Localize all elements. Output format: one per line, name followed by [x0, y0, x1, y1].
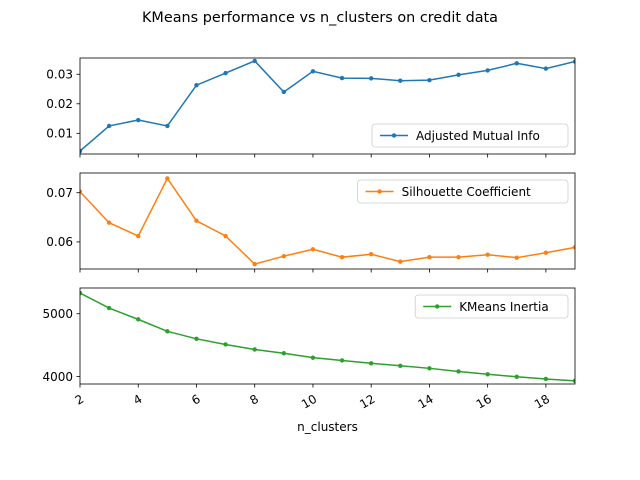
data-point: [252, 58, 257, 64]
data-point: [427, 366, 432, 371]
legend-label: Silhouette Coefficient: [402, 185, 531, 199]
series-line-3: [80, 292, 575, 382]
data-point: [339, 358, 345, 363]
data-point: [106, 123, 112, 129]
data-point: [427, 77, 432, 83]
data-point: [456, 72, 461, 78]
y-tick-label: 0.03: [46, 68, 73, 82]
legend-box: [414, 294, 569, 319]
data-point: [136, 233, 141, 239]
data-point: [106, 220, 112, 225]
axes-frame-3: [79, 287, 576, 385]
legend-label: Adjusted Mutual Info: [416, 129, 540, 143]
data-point: [398, 363, 403, 368]
legend-box: [371, 123, 569, 148]
legend-label: KMeans Inertia: [459, 300, 548, 314]
x-tick-label: 16: [474, 392, 494, 412]
data-point: [194, 336, 199, 342]
data-point: [368, 76, 374, 81]
axes-frame-1: [79, 57, 576, 155]
x-axis-label: n_clusters: [297, 420, 358, 434]
data-point: [456, 254, 461, 260]
data-point: [514, 61, 519, 66]
data-point: [368, 252, 374, 257]
data-point: [310, 355, 316, 360]
data-point: [80, 189, 83, 194]
legend-2: Silhouette Coefficient: [357, 179, 569, 204]
data-point: [223, 70, 228, 76]
legend-3: KMeans Inertia: [414, 294, 569, 319]
axes-frame-2: [79, 172, 576, 270]
data-point: [456, 369, 461, 374]
data-point: [485, 372, 490, 377]
data-point: [165, 123, 170, 129]
data-point: [310, 69, 316, 74]
data-point: [514, 255, 519, 260]
data-point: [194, 218, 199, 223]
data-point: [80, 290, 83, 296]
data-point: [572, 59, 575, 64]
data-point: [165, 329, 170, 334]
subplot-1: 0.01 0.02 0.03 Adjusted Mutual Info: [46, 57, 576, 158]
data-point: [136, 117, 141, 123]
y-tick-label: 0.07: [46, 186, 73, 200]
chart-title: KMeans performance vs n_clusters on cred…: [142, 10, 498, 26]
x-tick-label: 10: [299, 392, 319, 412]
legend-marker: [377, 189, 382, 194]
data-point: [252, 261, 257, 267]
data-point: [80, 148, 83, 154]
data-point: [398, 259, 403, 264]
data-point: [514, 374, 519, 379]
data-point: [485, 252, 490, 257]
series-line-1: [80, 60, 575, 152]
data-point: [427, 254, 432, 260]
series-line-2: [80, 176, 575, 265]
data-point: [310, 247, 316, 252]
y-tick-label: 0.06: [46, 235, 73, 249]
data-point: [252, 347, 257, 352]
data-point: [339, 254, 345, 260]
y-tick-label: 0.01: [46, 127, 73, 141]
data-point: [398, 78, 403, 83]
y-tick-label: 0.02: [46, 97, 73, 111]
data-point: [223, 342, 228, 347]
x-tick-label: 18: [532, 392, 552, 412]
data-point: [194, 82, 199, 88]
data-point: [281, 89, 287, 95]
data-point: [223, 233, 228, 239]
subplot-2: 0.06 0.07 Silhouette Coefficient: [46, 172, 576, 273]
data-point: [543, 250, 549, 255]
data-point: [485, 68, 490, 73]
data-point: [572, 378, 575, 384]
legend-marker: [391, 133, 397, 138]
data-point: [281, 254, 287, 259]
legend-box: [357, 179, 569, 204]
data-point: [339, 75, 345, 81]
data-point: [106, 305, 112, 311]
data-point: [281, 351, 287, 356]
data-point: [368, 361, 374, 366]
data-point: [543, 376, 549, 382]
legend-1: Adjusted Mutual Info: [371, 123, 569, 148]
legend-marker: [435, 304, 440, 309]
data-point: [543, 66, 549, 71]
data-point: [572, 245, 575, 250]
axes-group: 0.01 0.02 0.03 Adjusted Mutual Info 0.06 0.07…: [42, 57, 576, 412]
x-tick-label: 12: [357, 392, 377, 412]
y-tick-label: 5000: [42, 307, 73, 321]
data-point: [165, 176, 170, 181]
x-tick-label: 14: [415, 392, 435, 412]
y-tick-label: 4000: [42, 370, 73, 384]
data-point: [136, 317, 141, 322]
